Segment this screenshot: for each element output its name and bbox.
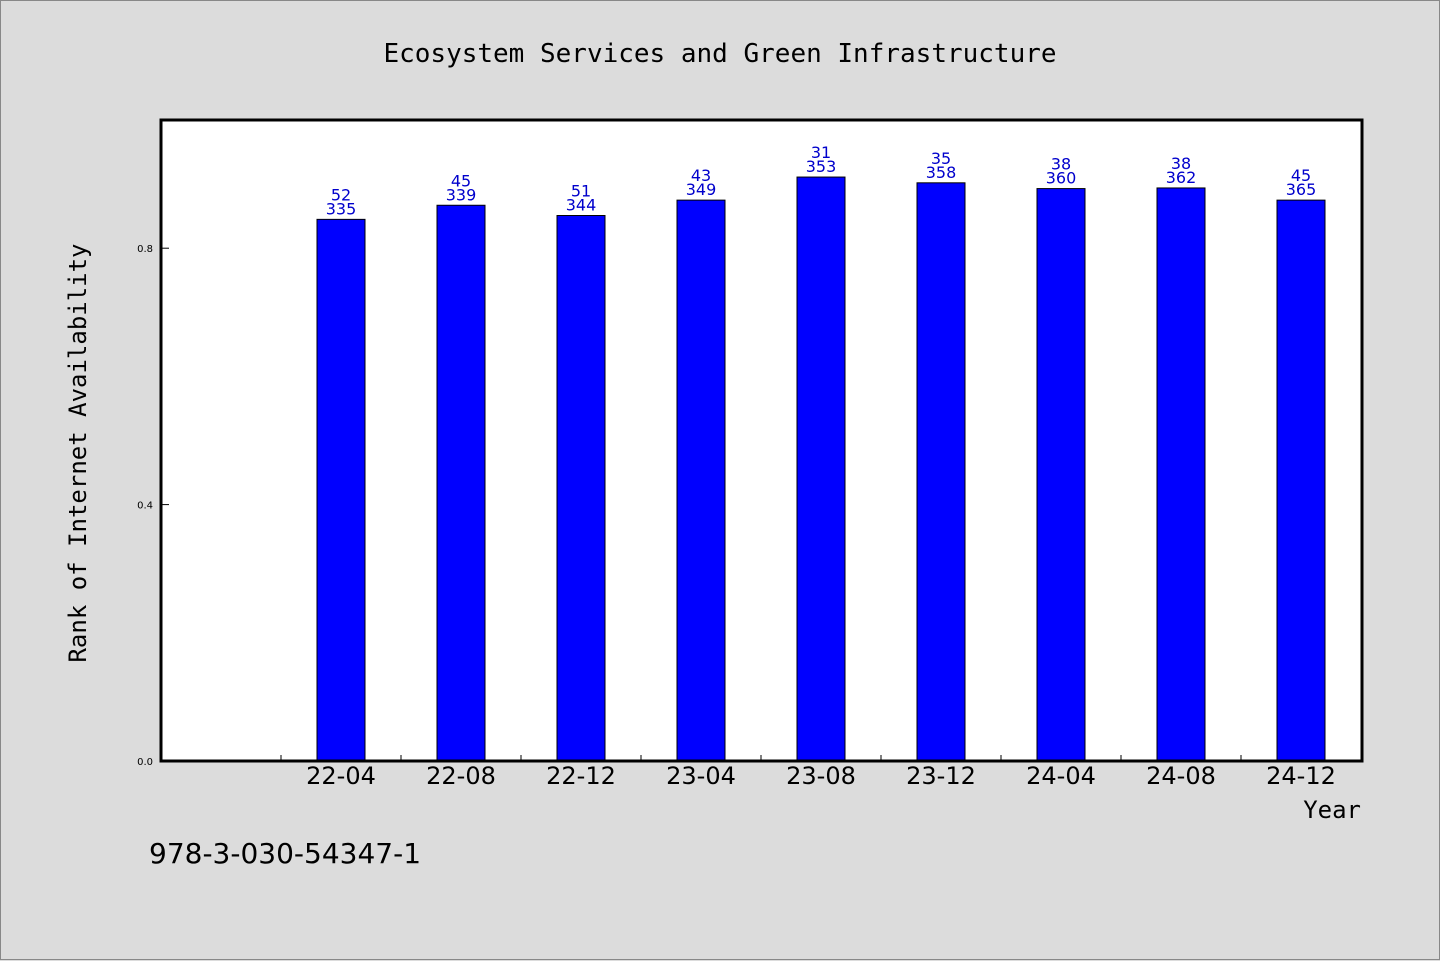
y-tick-label: 0.0 xyxy=(137,757,153,768)
data-label-count: 360 xyxy=(1046,169,1077,188)
data-label-rank: 45 xyxy=(1291,166,1311,185)
x-tick-label: 24-08 xyxy=(1146,762,1216,790)
x-tick-label: 23-12 xyxy=(906,762,976,790)
bar-22-08 xyxy=(436,204,486,762)
data-label-rank: 35 xyxy=(931,149,951,168)
bar-24-12 xyxy=(1276,199,1326,762)
data-label-rank: 38 xyxy=(1171,154,1191,173)
data-label-count: 344 xyxy=(566,196,597,215)
data-label-count: 365 xyxy=(1286,180,1317,199)
bars-layer xyxy=(316,176,1326,762)
bar-22-12 xyxy=(556,215,606,762)
y-axis-label: Rank of Internet Availability xyxy=(64,243,92,662)
data-label-count: 339 xyxy=(446,185,477,204)
data-label-count: 349 xyxy=(686,180,717,199)
x-tick-label: 22-04 xyxy=(306,762,376,790)
x-axis-label: Year xyxy=(1303,796,1361,824)
x-tick-label: 24-04 xyxy=(1026,762,1096,790)
y-tick-label: 0.4 xyxy=(137,501,153,512)
x-tick-label: 22-12 xyxy=(546,762,616,790)
data-label-rank: 45 xyxy=(451,171,471,190)
plot-border xyxy=(159,118,1364,763)
bar-24-04 xyxy=(1036,188,1086,762)
data-label-rank: 31 xyxy=(811,143,831,162)
data-label-count: 353 xyxy=(806,157,837,176)
x-tick-label: 23-08 xyxy=(786,762,856,790)
bar-23-04 xyxy=(676,199,726,762)
bar-22-04 xyxy=(316,218,366,762)
y-tick-label: 0.8 xyxy=(137,244,153,255)
data-label-rank: 51 xyxy=(571,182,591,201)
data-label-count: 335 xyxy=(326,199,357,218)
bar-23-08 xyxy=(796,176,846,762)
bar-24-08 xyxy=(1156,187,1206,762)
bar-23-12 xyxy=(916,182,966,762)
x-tick-label: 24-12 xyxy=(1266,762,1336,790)
data-label-count: 362 xyxy=(1166,168,1197,187)
ticks-layer: 22-04 22-08 22-12 23-04 23-08 23-12 24-04 24-08… xyxy=(137,244,1362,790)
data-label-rank: 43 xyxy=(691,166,711,185)
data-label-count: 358 xyxy=(926,163,957,182)
x-tick-label: 23-04 xyxy=(666,762,736,790)
data-label-rank: 52 xyxy=(331,185,351,204)
x-tick-label: 22-08 xyxy=(426,762,496,790)
data-label-rank: 38 xyxy=(1051,155,1071,174)
isbn-footnote: 978-3-030-54347-1 xyxy=(149,837,421,870)
chart-title: Ecosystem Services and Green Infrastruct… xyxy=(383,39,1056,69)
